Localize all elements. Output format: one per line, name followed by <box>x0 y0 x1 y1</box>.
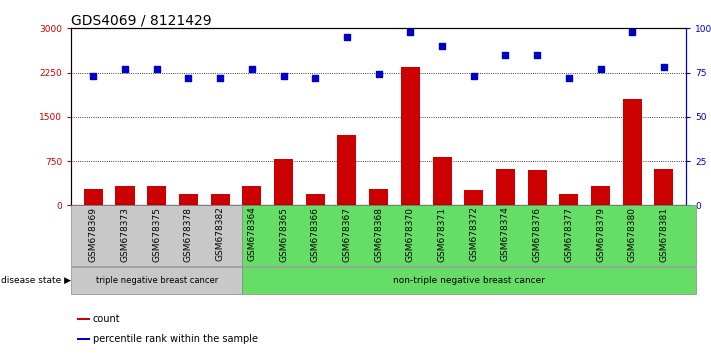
Bar <box>71 205 242 266</box>
Bar <box>179 194 198 205</box>
Bar <box>432 157 451 205</box>
Text: GSM678377: GSM678377 <box>565 206 573 262</box>
Text: count: count <box>92 314 120 324</box>
Text: percentile rank within the sample: percentile rank within the sample <box>92 334 257 344</box>
Point <box>151 66 162 72</box>
Bar <box>84 189 103 205</box>
Point <box>246 66 257 72</box>
Text: GSM678379: GSM678379 <box>596 206 605 262</box>
Bar <box>77 338 90 340</box>
Text: GSM678370: GSM678370 <box>406 206 415 262</box>
Point <box>309 75 321 81</box>
Text: GSM678374: GSM678374 <box>501 206 510 261</box>
Bar <box>623 99 642 205</box>
Text: GDS4069 / 8121429: GDS4069 / 8121429 <box>71 13 212 27</box>
Point <box>405 29 416 35</box>
Bar <box>560 194 578 205</box>
Bar <box>210 194 230 205</box>
Point <box>373 72 385 77</box>
Point <box>531 52 542 58</box>
Text: disease state ▶: disease state ▶ <box>1 276 70 285</box>
Bar <box>369 189 388 205</box>
Text: GSM678381: GSM678381 <box>659 206 668 262</box>
Point <box>500 52 511 58</box>
Text: GSM678380: GSM678380 <box>628 206 637 262</box>
Bar <box>115 186 134 205</box>
Bar <box>242 205 695 266</box>
Text: GSM678372: GSM678372 <box>469 206 479 261</box>
Bar <box>242 186 262 205</box>
Point <box>87 73 99 79</box>
Point <box>119 66 131 72</box>
Bar <box>496 169 515 205</box>
Bar <box>654 169 673 205</box>
Point <box>595 66 606 72</box>
Text: GSM678368: GSM678368 <box>374 206 383 262</box>
Point <box>341 34 353 40</box>
Bar <box>71 267 242 294</box>
Point <box>468 73 479 79</box>
Bar <box>77 318 90 320</box>
Text: GSM678369: GSM678369 <box>89 206 98 262</box>
Text: GSM678366: GSM678366 <box>311 206 320 262</box>
Point <box>183 75 194 81</box>
Text: GSM678376: GSM678376 <box>533 206 542 262</box>
Point <box>563 75 574 81</box>
Point <box>215 75 226 81</box>
Text: GSM678365: GSM678365 <box>279 206 288 262</box>
Bar <box>401 67 419 205</box>
Bar <box>528 170 547 205</box>
Text: GSM678378: GSM678378 <box>184 206 193 262</box>
Point <box>278 73 289 79</box>
Bar <box>464 190 483 205</box>
Bar <box>591 187 610 205</box>
Text: GSM678375: GSM678375 <box>152 206 161 262</box>
Text: GSM678371: GSM678371 <box>437 206 447 262</box>
Point <box>658 64 670 70</box>
Bar <box>274 159 293 205</box>
Text: GSM678364: GSM678364 <box>247 206 256 261</box>
Text: non-triple negative breast cancer: non-triple negative breast cancer <box>393 276 545 285</box>
Point <box>437 43 448 49</box>
Point <box>626 29 638 35</box>
Text: GSM678373: GSM678373 <box>120 206 129 262</box>
Bar <box>147 186 166 205</box>
Text: triple negative breast cancer: triple negative breast cancer <box>95 276 218 285</box>
Bar <box>306 194 325 205</box>
Bar <box>242 267 695 294</box>
Bar <box>338 135 356 205</box>
Text: GSM678382: GSM678382 <box>215 206 225 261</box>
Text: GSM678367: GSM678367 <box>343 206 351 262</box>
